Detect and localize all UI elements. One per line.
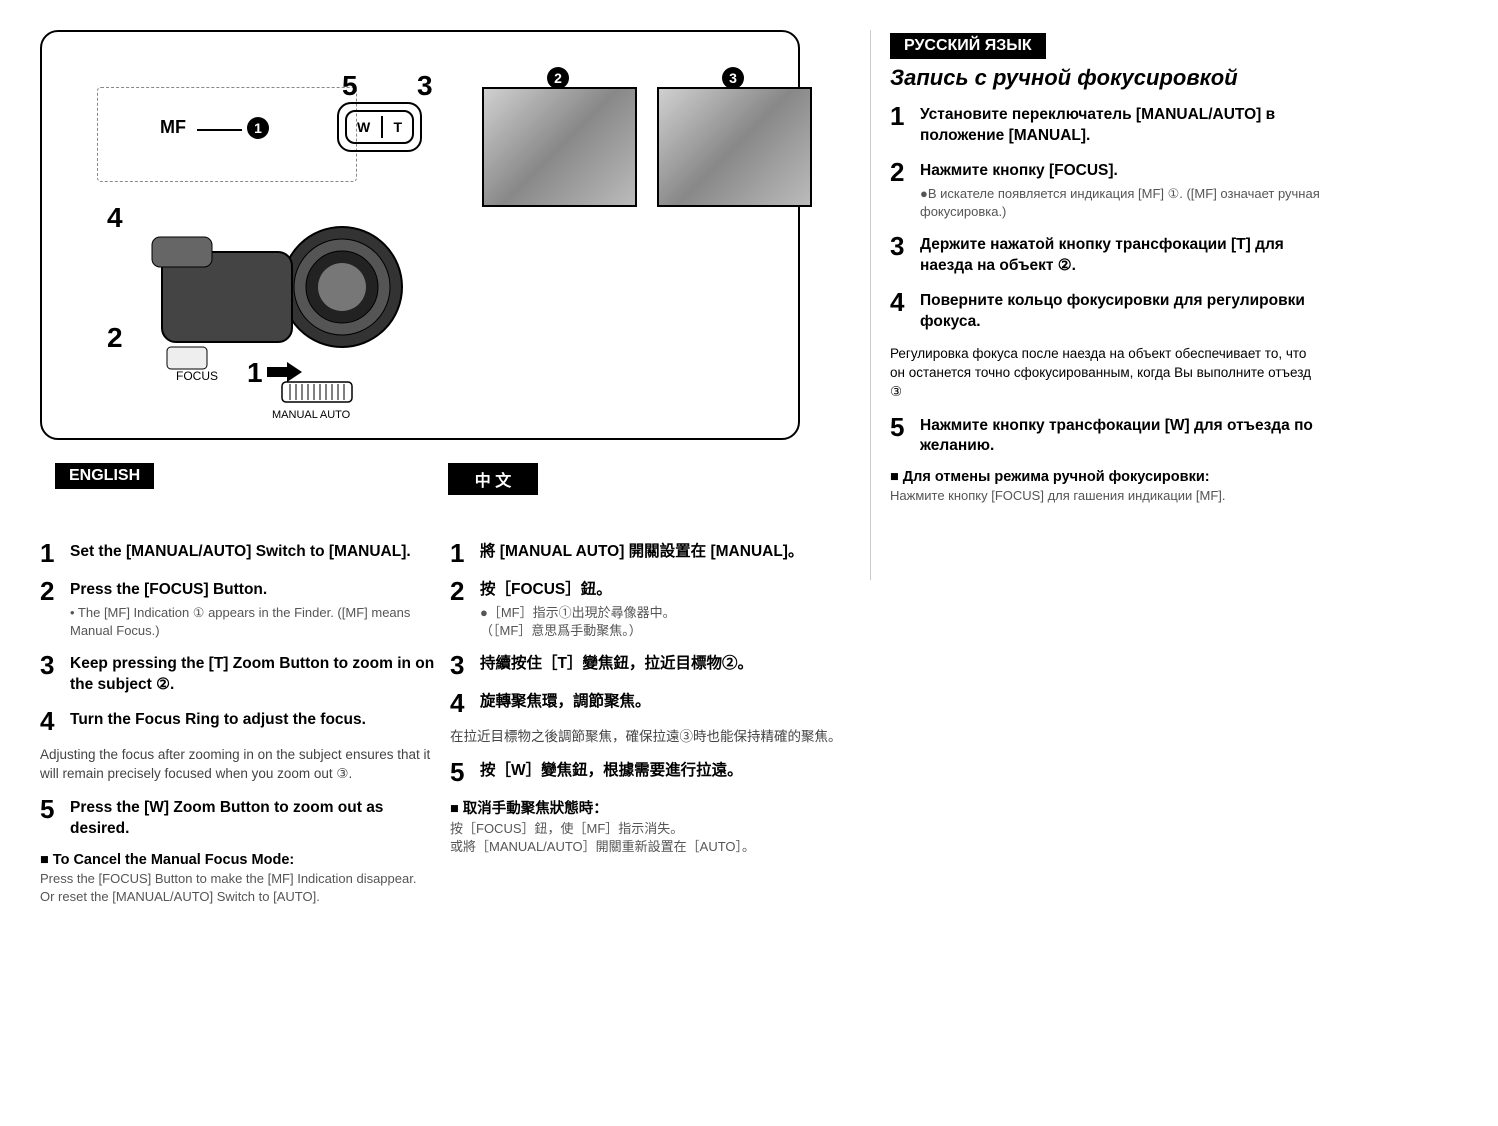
- step-title: Set the [MANUAL/AUTO] Switch to [MANUAL]…: [70, 542, 435, 563]
- en-step-4: 4 Turn the Focus Ring to adjust the focu…: [40, 708, 435, 734]
- step-number: 2: [40, 578, 70, 640]
- russian-banner: РУССКИЙ ЯЗЫК: [890, 33, 1046, 59]
- step-number: 2: [450, 578, 480, 640]
- step-title: 將 [MANUAL AUTO] 開關設置在 [MANUAL]。: [480, 542, 845, 563]
- english-column: 1 Set the [MANUAL/AUTO] Switch to [MANUA…: [40, 540, 435, 906]
- ru-step-3: 3 Держите нажатой кнопку трансфокации [T…: [890, 233, 1320, 277]
- step-number: 4: [890, 289, 920, 333]
- step-number: 3: [890, 233, 920, 277]
- step-number: 5: [890, 414, 920, 458]
- step-number: 2: [890, 159, 920, 221]
- step-sub: • The [MF] Indication ① appears in the F…: [70, 604, 435, 640]
- step-title: Установите переключатель [MANUAL/AUTO] в…: [920, 105, 1320, 147]
- step-title: Keep pressing the [T] Zoom Button to zoo…: [70, 654, 435, 696]
- en-cancel-body: Press the [FOCUS] Button to make the [MF…: [40, 870, 435, 906]
- step-number: 4: [450, 690, 480, 716]
- cn-step-2: 2 按［FOCUS］鈕。 ●［MF］指示①出現於尋像器中。 （［MF］意思爲手動…: [450, 578, 845, 640]
- manual-page: MF 1 5 3 4 2 1 W T FOCUS: [0, 0, 1498, 1126]
- step-number: 4: [40, 708, 70, 734]
- cn-cancel-body: 按［FOCUS］鈕，使［MF］指示消失。 或將［MANUAL/AUTO］開關重新…: [450, 820, 845, 856]
- step-title: Press the [W] Zoom Button to zoom out as…: [70, 798, 435, 840]
- cn-step-5: 5 按［W］變焦鈕，根據需要進行拉遠。: [450, 759, 845, 785]
- example-image-sharp: [657, 87, 812, 207]
- step-sub: ●［MF］指示①出現於尋像器中。 （［MF］意思爲手動聚焦。）: [480, 604, 845, 640]
- cn-cancel-heading: 取消手動聚焦狀態時：: [450, 797, 845, 818]
- diagram-number-5: 5: [342, 70, 358, 102]
- step-title: Поверните кольцо фокусировки для регулир…: [920, 291, 1320, 333]
- mf-leader-line: [197, 129, 242, 131]
- en-step-1: 1 Set the [MANUAL/AUTO] Switch to [MANUA…: [40, 540, 435, 566]
- ru-step-2: 2 Нажмите кнопку [FOCUS]. ●В искателе по…: [890, 159, 1320, 221]
- step-title: Нажмите кнопку трансфокации [W] для отъе…: [920, 416, 1320, 458]
- step-number: 3: [450, 652, 480, 678]
- russian-column: Запись с ручной фокусировкой 1 Установит…: [890, 65, 1320, 506]
- chinese-column: 1 將 [MANUAL AUTO] 開關設置在 [MANUAL]。 2 按［FO…: [450, 540, 845, 857]
- cn-paragraph: 在拉近目標物之後調節聚焦，確保拉遠③時也能保持精確的聚焦。: [450, 728, 845, 747]
- cn-step-4: 4 旋轉聚焦環，調節聚焦。: [450, 690, 845, 716]
- ru-cancel-body: Нажмите кнопку [FOCUS] для гашения индик…: [890, 487, 1320, 505]
- en-step-3: 3 Keep pressing the [T] Zoom Button to z…: [40, 652, 435, 696]
- callout-1-icon: 1: [247, 117, 269, 139]
- diagram-container: MF 1 5 3 4 2 1 W T FOCUS: [40, 30, 800, 440]
- divider-line: [870, 30, 871, 580]
- callout-2-icon: 2: [547, 67, 569, 89]
- step-number: 5: [450, 759, 480, 785]
- mf-label: MF: [160, 117, 186, 138]
- cn-step-3: 3 持續按住［T］變焦鈕，拉近目標物②。: [450, 652, 845, 678]
- en-cancel-heading: To Cancel the Manual Focus Mode:: [40, 852, 435, 868]
- en-paragraph: Adjusting the focus after zooming in on …: [40, 746, 435, 784]
- viewfinder-rect: [97, 87, 357, 182]
- ru-step-4: 4 Поверните кольцо фокусировки для регул…: [890, 289, 1320, 333]
- step-title: 按［FOCUS］鈕。: [480, 580, 845, 601]
- en-step-2: 2 Press the [FOCUS] Button. • The [MF] I…: [40, 578, 435, 640]
- step-number: 1: [890, 103, 920, 147]
- zoom-inner: W T: [345, 110, 414, 144]
- step-title: Держите нажатой кнопку трансфокации [T] …: [920, 235, 1320, 277]
- step-title: Press the [FOCUS] Button.: [70, 580, 435, 601]
- step-sub: ●В искателе появляется индикация [MF] ①.…: [920, 185, 1320, 221]
- ru-step-1: 1 Установите переключатель [MANUAL/AUTO]…: [890, 103, 1320, 147]
- ru-paragraph: Регулировка фокуса после наезда на объек…: [890, 345, 1320, 402]
- zoom-divider: [381, 116, 383, 138]
- diagram-number-3: 3: [417, 70, 433, 102]
- zoom-w-label: W: [357, 119, 370, 135]
- en-step-5: 5 Press the [W] Zoom Button to zoom out …: [40, 796, 435, 840]
- english-banner: ENGLISH: [55, 463, 154, 489]
- step-title: 旋轉聚焦環，調節聚焦。: [480, 692, 845, 713]
- camera-illustration: FOCUS MANUAL AUTO: [112, 172, 452, 422]
- step-title: 持續按住［T］變焦鈕，拉近目標物②。: [480, 654, 845, 675]
- ru-cancel-heading: Для отмены режима ручной фокусировки:: [890, 469, 1320, 485]
- chinese-banner: 中 文: [448, 463, 538, 495]
- svg-text:MANUAL AUTO: MANUAL AUTO: [272, 409, 351, 421]
- step-title: Turn the Focus Ring to adjust the focus.: [70, 710, 435, 731]
- step-title: 按［W］變焦鈕，根據需要進行拉遠。: [480, 761, 845, 782]
- zoom-t-label: T: [393, 119, 402, 135]
- step-number: 3: [40, 652, 70, 696]
- callout-3-icon: 3: [722, 67, 744, 89]
- svg-text:FOCUS: FOCUS: [176, 369, 218, 383]
- step-number: 5: [40, 796, 70, 840]
- step-number: 1: [450, 540, 480, 566]
- step-title: Нажмите кнопку [FOCUS].: [920, 161, 1320, 182]
- zoom-control: W T: [337, 102, 422, 152]
- cn-step-1: 1 將 [MANUAL AUTO] 開關設置在 [MANUAL]。: [450, 540, 845, 566]
- example-image-blurry: [482, 87, 637, 207]
- step-number: 1: [40, 540, 70, 566]
- ru-step-5: 5 Нажмите кнопку трансфокации [W] для от…: [890, 414, 1320, 458]
- russian-title: Запись с ручной фокусировкой: [890, 65, 1320, 91]
